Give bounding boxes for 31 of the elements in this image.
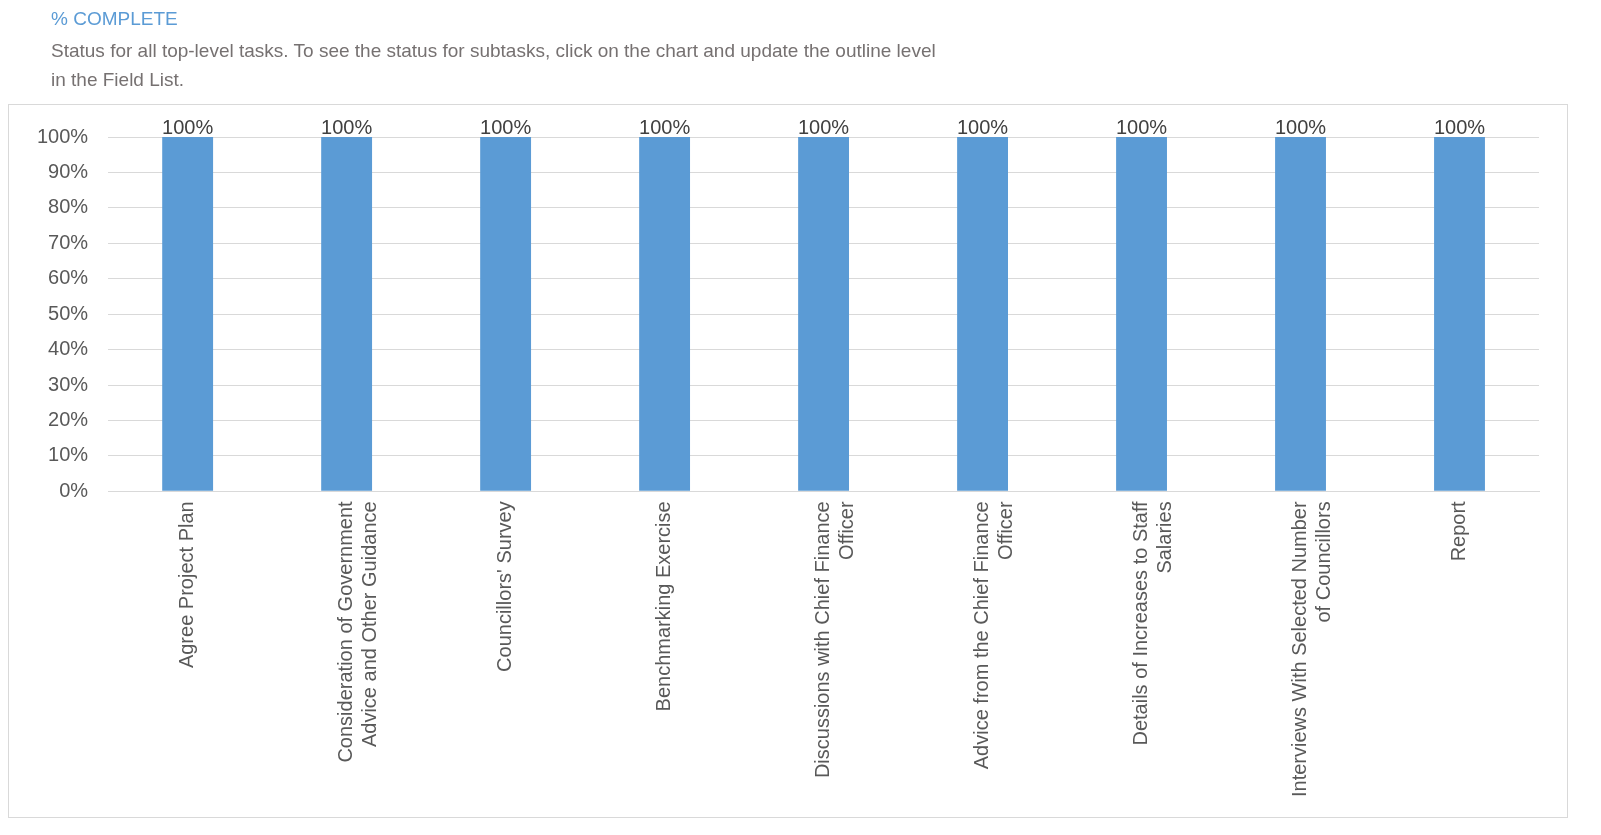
y-tick-label: 80% bbox=[48, 195, 89, 218]
data-label: 100% bbox=[956, 115, 1009, 138]
chart-subtitle: Status for all top-level tasks. To see the status for subtasks, click on the chart and update the outline level in the Field List. bbox=[51, 39, 937, 92]
x-tick-label: Benchmarking Exercise bbox=[652, 501, 675, 712]
x-tick-label: Interviews With Selected Number of Councillors bbox=[1288, 501, 1335, 798]
y-tick-label: 0% bbox=[59, 478, 89, 501]
y-tick-label: 40% bbox=[48, 337, 89, 360]
y-tick-label: 70% bbox=[48, 230, 89, 253]
data-label: 100% bbox=[321, 115, 373, 138]
data-label: 100% bbox=[1274, 115, 1327, 138]
x-tick-label: Report bbox=[1447, 500, 1470, 562]
y-tick-label: 50% bbox=[48, 301, 89, 324]
x-tick-label: Councillors' Survey bbox=[493, 501, 516, 672]
data-label: 100% bbox=[162, 115, 214, 138]
y-tick-label: 90% bbox=[48, 159, 89, 182]
data-label: 100% bbox=[1433, 115, 1486, 138]
x-tick-label: Agree Project Plan bbox=[175, 501, 198, 669]
y-tick-label: 10% bbox=[48, 443, 89, 466]
y-tick-label: 20% bbox=[48, 407, 89, 430]
x-tick-label: Discussions with Chief Finance Officer bbox=[811, 501, 858, 779]
data-label: 100% bbox=[1115, 115, 1168, 138]
x-tick-label: Advice from the Chief Finance Officer bbox=[970, 501, 1017, 770]
data-label: 100% bbox=[798, 115, 850, 138]
x-tick-label: Consideration of Government Advice and Other Guidance bbox=[334, 500, 381, 763]
y-tick-label: 100% bbox=[37, 124, 89, 147]
x-tick-label: Details of Increases to Staff Salaries bbox=[1129, 500, 1176, 746]
data-label: 100% bbox=[480, 115, 532, 138]
data-label: 100% bbox=[639, 115, 691, 138]
chart-title: % COMPLETE bbox=[51, 8, 179, 30]
y-tick-label: 60% bbox=[48, 266, 89, 289]
y-tick-label: 30% bbox=[48, 372, 89, 395]
